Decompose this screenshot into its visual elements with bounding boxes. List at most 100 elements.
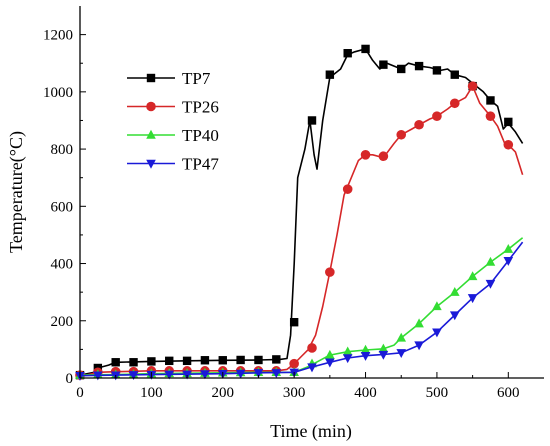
data-point-tp7 xyxy=(111,358,120,367)
legend-marker-tp7 xyxy=(146,73,156,83)
data-point-tp7 xyxy=(254,355,263,365)
data-point-tp7 xyxy=(182,356,192,366)
legend-label-tp40: TP40 xyxy=(182,126,219,145)
x-tick-label: 0 xyxy=(76,385,84,401)
data-point-tp26 xyxy=(396,129,407,140)
x-tick-label: 500 xyxy=(426,385,449,401)
data-point-tp40 xyxy=(360,344,371,354)
data-point-tp40 xyxy=(467,271,478,281)
data-point-tp7 xyxy=(361,44,370,54)
data-point-tp26 xyxy=(289,358,299,369)
legend-item-tp47: TP47 xyxy=(127,155,219,174)
data-point-tp7 xyxy=(504,117,513,127)
data-point-tp7 xyxy=(343,49,352,58)
x-tick-label: 100 xyxy=(140,385,163,401)
data-point-tp26 xyxy=(325,267,335,277)
data-point-tp7 xyxy=(325,70,335,79)
series-line-tp26 xyxy=(79,85,524,378)
data-point-tp47 xyxy=(200,370,210,380)
data-point-tp47 xyxy=(253,369,264,379)
data-point-tp40 xyxy=(485,256,496,266)
data-point-tp26 xyxy=(307,343,317,353)
data-point-tp40 xyxy=(503,244,514,253)
data-point-tp26 xyxy=(378,151,389,162)
y-tick-label: 1200 xyxy=(43,28,73,44)
data-point-tp7 xyxy=(397,64,406,74)
legend-item-tp7: TP7 xyxy=(127,69,211,88)
series-tp26 xyxy=(75,81,524,380)
data-point-tp7 xyxy=(379,60,388,69)
data-point-tp7 xyxy=(414,61,424,71)
data-point-tp47 xyxy=(128,371,139,381)
data-point-tp7 xyxy=(307,116,317,125)
x-tick-label: 400 xyxy=(354,385,377,401)
data-point-tp26 xyxy=(467,81,478,91)
y-tick-label: 200 xyxy=(51,314,74,330)
legend-label-tp47: TP47 xyxy=(182,155,219,174)
data-point-tp7 xyxy=(129,358,138,367)
data-point-tp7 xyxy=(147,357,156,366)
data-point-tp7 xyxy=(165,356,174,366)
y-axis-title: Temperature(°C) xyxy=(6,131,27,253)
data-point-tp7 xyxy=(272,355,281,364)
legend-item-tp26: TP26 xyxy=(127,98,219,117)
data-point-tp47 xyxy=(93,371,103,381)
series-tp7 xyxy=(75,44,524,380)
data-point-tp47 xyxy=(449,311,460,321)
data-point-tp47 xyxy=(485,279,496,289)
data-point-tp47 xyxy=(378,350,389,360)
series-line-tp7 xyxy=(79,48,524,376)
data-point-tp40 xyxy=(325,349,335,359)
data-point-tp47 xyxy=(235,369,246,379)
data-point-tp47 xyxy=(271,369,282,379)
data-point-tp7 xyxy=(289,318,299,327)
data-point-tp47 xyxy=(360,351,371,361)
legend-label-tp7: TP7 xyxy=(182,69,211,88)
data-point-tp40 xyxy=(414,318,424,328)
data-point-tp26 xyxy=(485,111,496,121)
x-tick-label: 600 xyxy=(497,385,520,401)
legend-item-tp40: TP40 xyxy=(127,126,219,145)
data-point-tp47 xyxy=(467,294,478,304)
data-point-tp26 xyxy=(449,98,460,109)
data-point-tp7 xyxy=(432,66,442,75)
y-tick-label: 0 xyxy=(66,371,74,387)
data-point-tp47 xyxy=(325,358,335,368)
y-tick-label: 800 xyxy=(51,142,74,158)
data-point-tp47 xyxy=(396,349,407,359)
series-tp47 xyxy=(75,241,524,381)
data-point-tp47 xyxy=(342,354,353,364)
legend: TP7 TP26 TP40 TP47 xyxy=(127,69,219,174)
data-point-tp26 xyxy=(432,111,442,121)
legend-marker-tp40 xyxy=(146,129,156,139)
series-layer xyxy=(75,44,524,381)
data-point-tp26 xyxy=(360,150,371,160)
data-point-tp40 xyxy=(432,301,442,311)
legend-marker-tp47 xyxy=(146,159,156,169)
data-point-tp7 xyxy=(218,356,227,365)
series-line-tp40 xyxy=(79,237,524,376)
legend-label-tp26: TP26 xyxy=(182,98,219,117)
data-point-tp47 xyxy=(164,370,175,380)
axes-layer: 0 100 200 300 400 500 600 0 200 400 600 800 1000 1200 xyxy=(43,6,544,401)
data-point-tp47 xyxy=(307,363,317,373)
data-point-tp7 xyxy=(450,70,459,79)
series-tp40 xyxy=(75,237,524,379)
data-point-tp7 xyxy=(200,356,210,365)
data-point-tp47 xyxy=(414,341,424,351)
y-tick-label: 1000 xyxy=(43,85,73,101)
y-tick-label: 600 xyxy=(51,199,74,215)
data-point-tp40 xyxy=(449,286,460,296)
legend-marker-tp26 xyxy=(146,101,156,112)
data-point-tp26 xyxy=(342,184,353,194)
x-tick-label: 200 xyxy=(212,385,235,401)
data-point-tp47 xyxy=(432,328,442,338)
data-point-tp26 xyxy=(414,119,424,130)
data-point-tp7 xyxy=(486,96,495,105)
data-point-tp47 xyxy=(503,256,514,266)
x-tick-label: 300 xyxy=(283,385,306,401)
data-point-tp26 xyxy=(503,139,514,150)
data-point-tp40 xyxy=(378,343,389,353)
data-point-tp7 xyxy=(236,355,245,365)
